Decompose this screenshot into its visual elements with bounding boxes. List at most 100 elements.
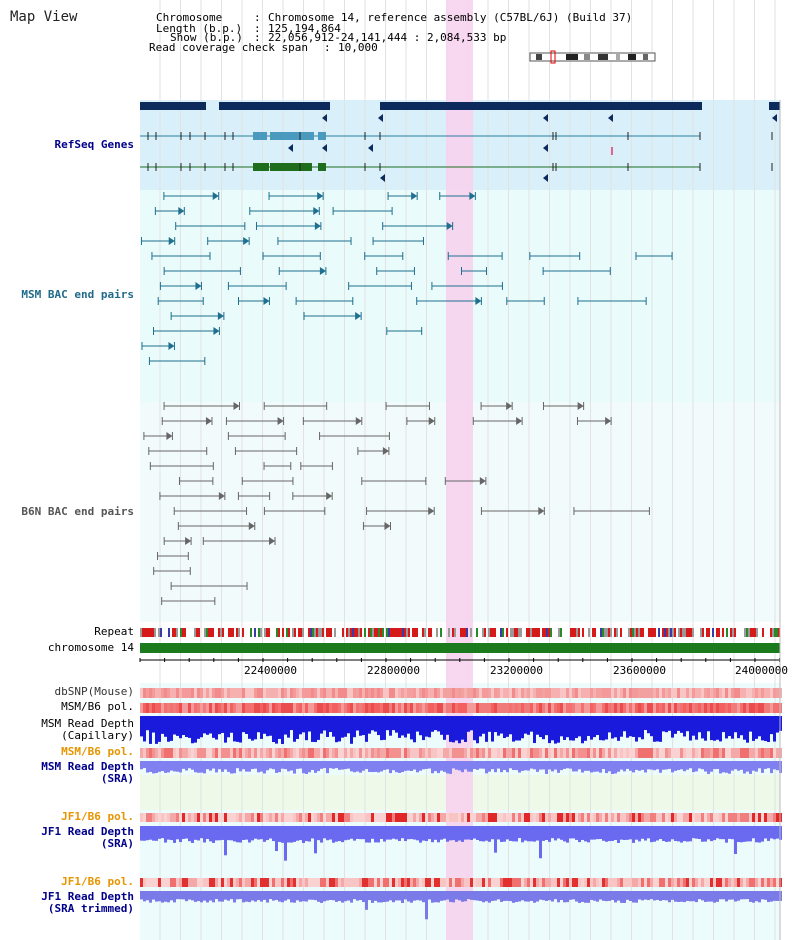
read-depth-bar	[248, 826, 251, 843]
repeat-element	[732, 628, 734, 637]
polymorphism-cell	[353, 688, 356, 698]
polymorphism-cell	[575, 703, 578, 713]
polymorphism-cell	[335, 703, 338, 713]
polymorphism-cell	[584, 688, 587, 698]
read-depth-bar	[371, 826, 374, 839]
polymorphism-cell	[440, 703, 443, 713]
polymorphism-cell	[737, 703, 740, 713]
read-depth-bar	[254, 761, 257, 769]
repeat-element	[254, 628, 256, 637]
read-depth-bar	[491, 716, 494, 742]
read-depth-bar	[563, 826, 566, 842]
polymorphism-cell	[308, 703, 311, 713]
track-label-b6n-bac[interactable]: B6N BAC end pairs	[21, 505, 134, 518]
read-depth-bar	[440, 891, 443, 901]
repeat-element	[180, 628, 182, 637]
polymorphism-cell	[659, 688, 662, 698]
polymorphism-cell	[614, 748, 617, 758]
b6n-bac-end-pair	[506, 402, 513, 410]
read-depth-bar	[185, 761, 188, 771]
read-depth-bar	[359, 826, 362, 840]
track-label-repeat[interactable]: Repeat	[94, 625, 134, 638]
polymorphism-cell	[566, 688, 569, 698]
track-label-msm-pol-2[interactable]: MSM/B6 pol.	[61, 745, 134, 758]
polymorphism-cell	[176, 748, 179, 758]
read-depth-bar	[287, 891, 290, 900]
read-depth-bar	[701, 826, 704, 842]
polymorphism-cell	[443, 878, 446, 887]
track-label-msm-depth-capillary[interactable]: MSM Read Depth	[41, 717, 134, 730]
polymorphism-cell	[464, 703, 467, 713]
read-depth-bar	[476, 761, 479, 770]
polymorphism-cell	[377, 748, 380, 758]
track-label-dbsnp[interactable]: dbSNP(Mouse)	[54, 685, 134, 698]
polymorphism-cell	[377, 878, 380, 887]
read-depth-bar	[296, 716, 299, 739]
read-depth-bar	[743, 826, 746, 842]
read-depth-bar	[182, 826, 185, 839]
read-depth-bar	[173, 761, 176, 772]
track-label-chromosome[interactable]: chromosome 14	[47, 641, 134, 654]
track-label-jf1-depth-trimmed[interactable]: JF1 Read Depth	[41, 890, 134, 903]
polymorphism-cell	[434, 703, 437, 713]
repeat-element	[322, 628, 324, 637]
track-label-jf1-depth-sra[interactable]: JF1 Read Depth	[41, 825, 134, 838]
polymorphism-cell	[497, 703, 500, 713]
polymorphism-cell	[206, 813, 209, 822]
polymorphism-cell	[485, 878, 488, 887]
read-depth-bar	[536, 761, 539, 772]
polymorphism-cell	[740, 688, 743, 698]
polymorphism-cell	[527, 878, 530, 887]
read-depth-bar	[320, 761, 323, 769]
polymorphism-cell	[260, 748, 263, 758]
track-label-msm-bac[interactable]: MSM BAC end pairs	[21, 288, 134, 301]
polymorphism-cell	[674, 878, 677, 887]
track-label-jf1-pol-2[interactable]: JF1/B6 pol.	[61, 875, 134, 888]
repeat-element	[572, 628, 574, 637]
read-depth-bar	[734, 891, 737, 902]
polymorphism-cell	[677, 688, 680, 698]
track-label-refseq-genes[interactable]: RefSeq Genes	[54, 138, 134, 151]
repeat-element	[604, 628, 606, 637]
read-depth-bar	[239, 716, 242, 743]
polymorphism-cell	[557, 688, 560, 698]
polymorphism-cell	[689, 688, 692, 698]
read-depth-bar	[440, 826, 443, 840]
refseq-arrow	[322, 114, 327, 122]
read-depth-bar	[473, 761, 476, 770]
polymorphism-cell	[653, 878, 656, 887]
track-label-msm-pol-1[interactable]: MSM/B6 pol.	[61, 700, 134, 713]
polymorphism-cell	[437, 878, 440, 887]
polymorphism-cell	[257, 813, 260, 822]
polymorphism-cell	[683, 703, 686, 713]
polymorphism-cell	[386, 748, 389, 758]
read-depth-bar	[176, 891, 179, 900]
polymorphism-cell	[362, 688, 365, 698]
read-depth-bar	[458, 891, 461, 901]
polymorphism-cell	[158, 878, 161, 887]
polymorphism-cell	[296, 688, 299, 698]
polymorphism-cell	[287, 878, 290, 887]
track-label-msm-depth-sra[interactable]: MSM Read Depth	[41, 760, 134, 773]
read-depth-bar	[191, 716, 194, 744]
read-depth-bar	[233, 891, 236, 903]
polymorphism-cell	[152, 703, 155, 713]
read-depth-bar	[308, 716, 311, 732]
polymorphism-cell	[656, 703, 659, 713]
polymorphism-cell	[425, 813, 428, 822]
read-depth-bar	[713, 826, 716, 841]
read-depth-bar	[677, 761, 680, 771]
read-depth-bar	[374, 716, 377, 732]
polymorphism-cell	[410, 878, 413, 887]
polymorphism-cell	[581, 748, 584, 758]
read-depth-bar	[365, 826, 368, 843]
polymorphism-cell	[152, 688, 155, 698]
repeat-element	[374, 628, 376, 637]
read-depth-bar	[644, 826, 647, 841]
polymorphism-cell	[635, 813, 638, 822]
polymorphism-cell	[404, 748, 407, 758]
track-label-jf1-pol-1[interactable]: JF1/B6 pol.	[61, 810, 134, 823]
read-depth-bar	[383, 761, 386, 770]
polymorphism-cell	[389, 878, 392, 887]
